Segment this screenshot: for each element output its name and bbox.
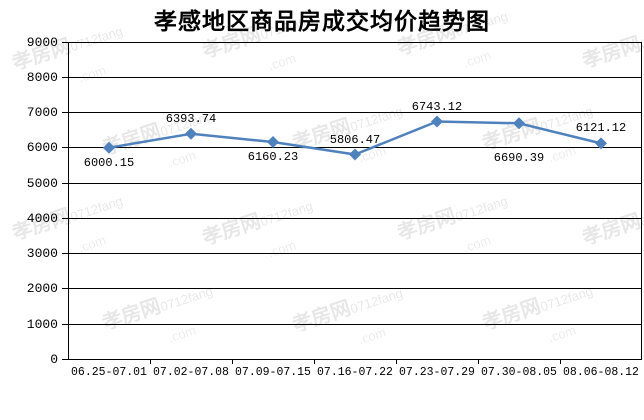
svg-text:.com: .com [266,50,297,73]
svg-text:.com: .com [546,322,577,345]
svg-text:07.09-07.15: 07.09-07.15 [235,366,311,379]
svg-text:6743.12: 6743.12 [412,100,462,114]
svg-text:孝房网0712fang: 孝房网0712fang [288,279,405,337]
svg-text:07.23-07.29: 07.23-07.29 [399,366,475,379]
svg-text:6121.12: 6121.12 [576,121,626,135]
svg-text:孝房网0712fang: 孝房网0712fang [393,187,510,245]
svg-text:07.02-07.08: 07.02-07.08 [153,366,229,379]
svg-text:07.16-07.22: 07.16-07.22 [317,366,393,379]
svg-text:2000: 2000 [27,281,58,296]
svg-text:6393.74: 6393.74 [166,112,216,126]
svg-text:5000: 5000 [27,176,58,191]
svg-text:孝房网0712fang: 孝房网0712fang [578,192,644,250]
svg-text:孝房网0712fang: 孝房网0712fang [478,277,595,335]
svg-text:0: 0 [50,352,58,367]
svg-text:.com: .com [461,232,492,255]
svg-text:6690.39: 6690.39 [494,151,544,165]
svg-text:.com: .com [76,232,107,255]
svg-text:8000: 8000 [27,70,58,85]
svg-text:.com: .com [266,237,297,260]
svg-text:08.06-08.12: 08.06-08.12 [563,366,639,379]
svg-text:6000.15: 6000.15 [84,156,134,170]
svg-text:孝房网0712fang: 孝房网0712fang [8,187,125,245]
svg-text:.com: .com [546,142,577,165]
svg-text:.com: .com [461,47,492,70]
svg-text:1000: 1000 [27,317,58,332]
svg-text:07.30-08.05: 07.30-08.05 [481,366,557,379]
svg-text:3000: 3000 [27,246,58,261]
svg-text:4000: 4000 [27,211,58,226]
svg-text:7000: 7000 [27,105,58,120]
svg-text:6160.23: 6160.23 [248,150,298,164]
svg-text:6000: 6000 [27,140,58,155]
svg-text:9000: 9000 [27,35,58,50]
svg-text:.com: .com [166,147,197,170]
svg-text:06.25-07.01: 06.25-07.01 [71,366,147,379]
svg-text:孝房网0712fang: 孝房网0712fang [98,277,215,335]
svg-text:.com: .com [76,62,107,85]
svg-text:.com: .com [166,322,197,345]
svg-text:孝房网0712fang: 孝房网0712fang [98,102,215,160]
svg-text:.com: .com [356,324,387,347]
svg-text:5806.47: 5806.47 [330,133,380,147]
svg-text:孝房网0712fang: 孝房网0712fang [198,192,315,250]
